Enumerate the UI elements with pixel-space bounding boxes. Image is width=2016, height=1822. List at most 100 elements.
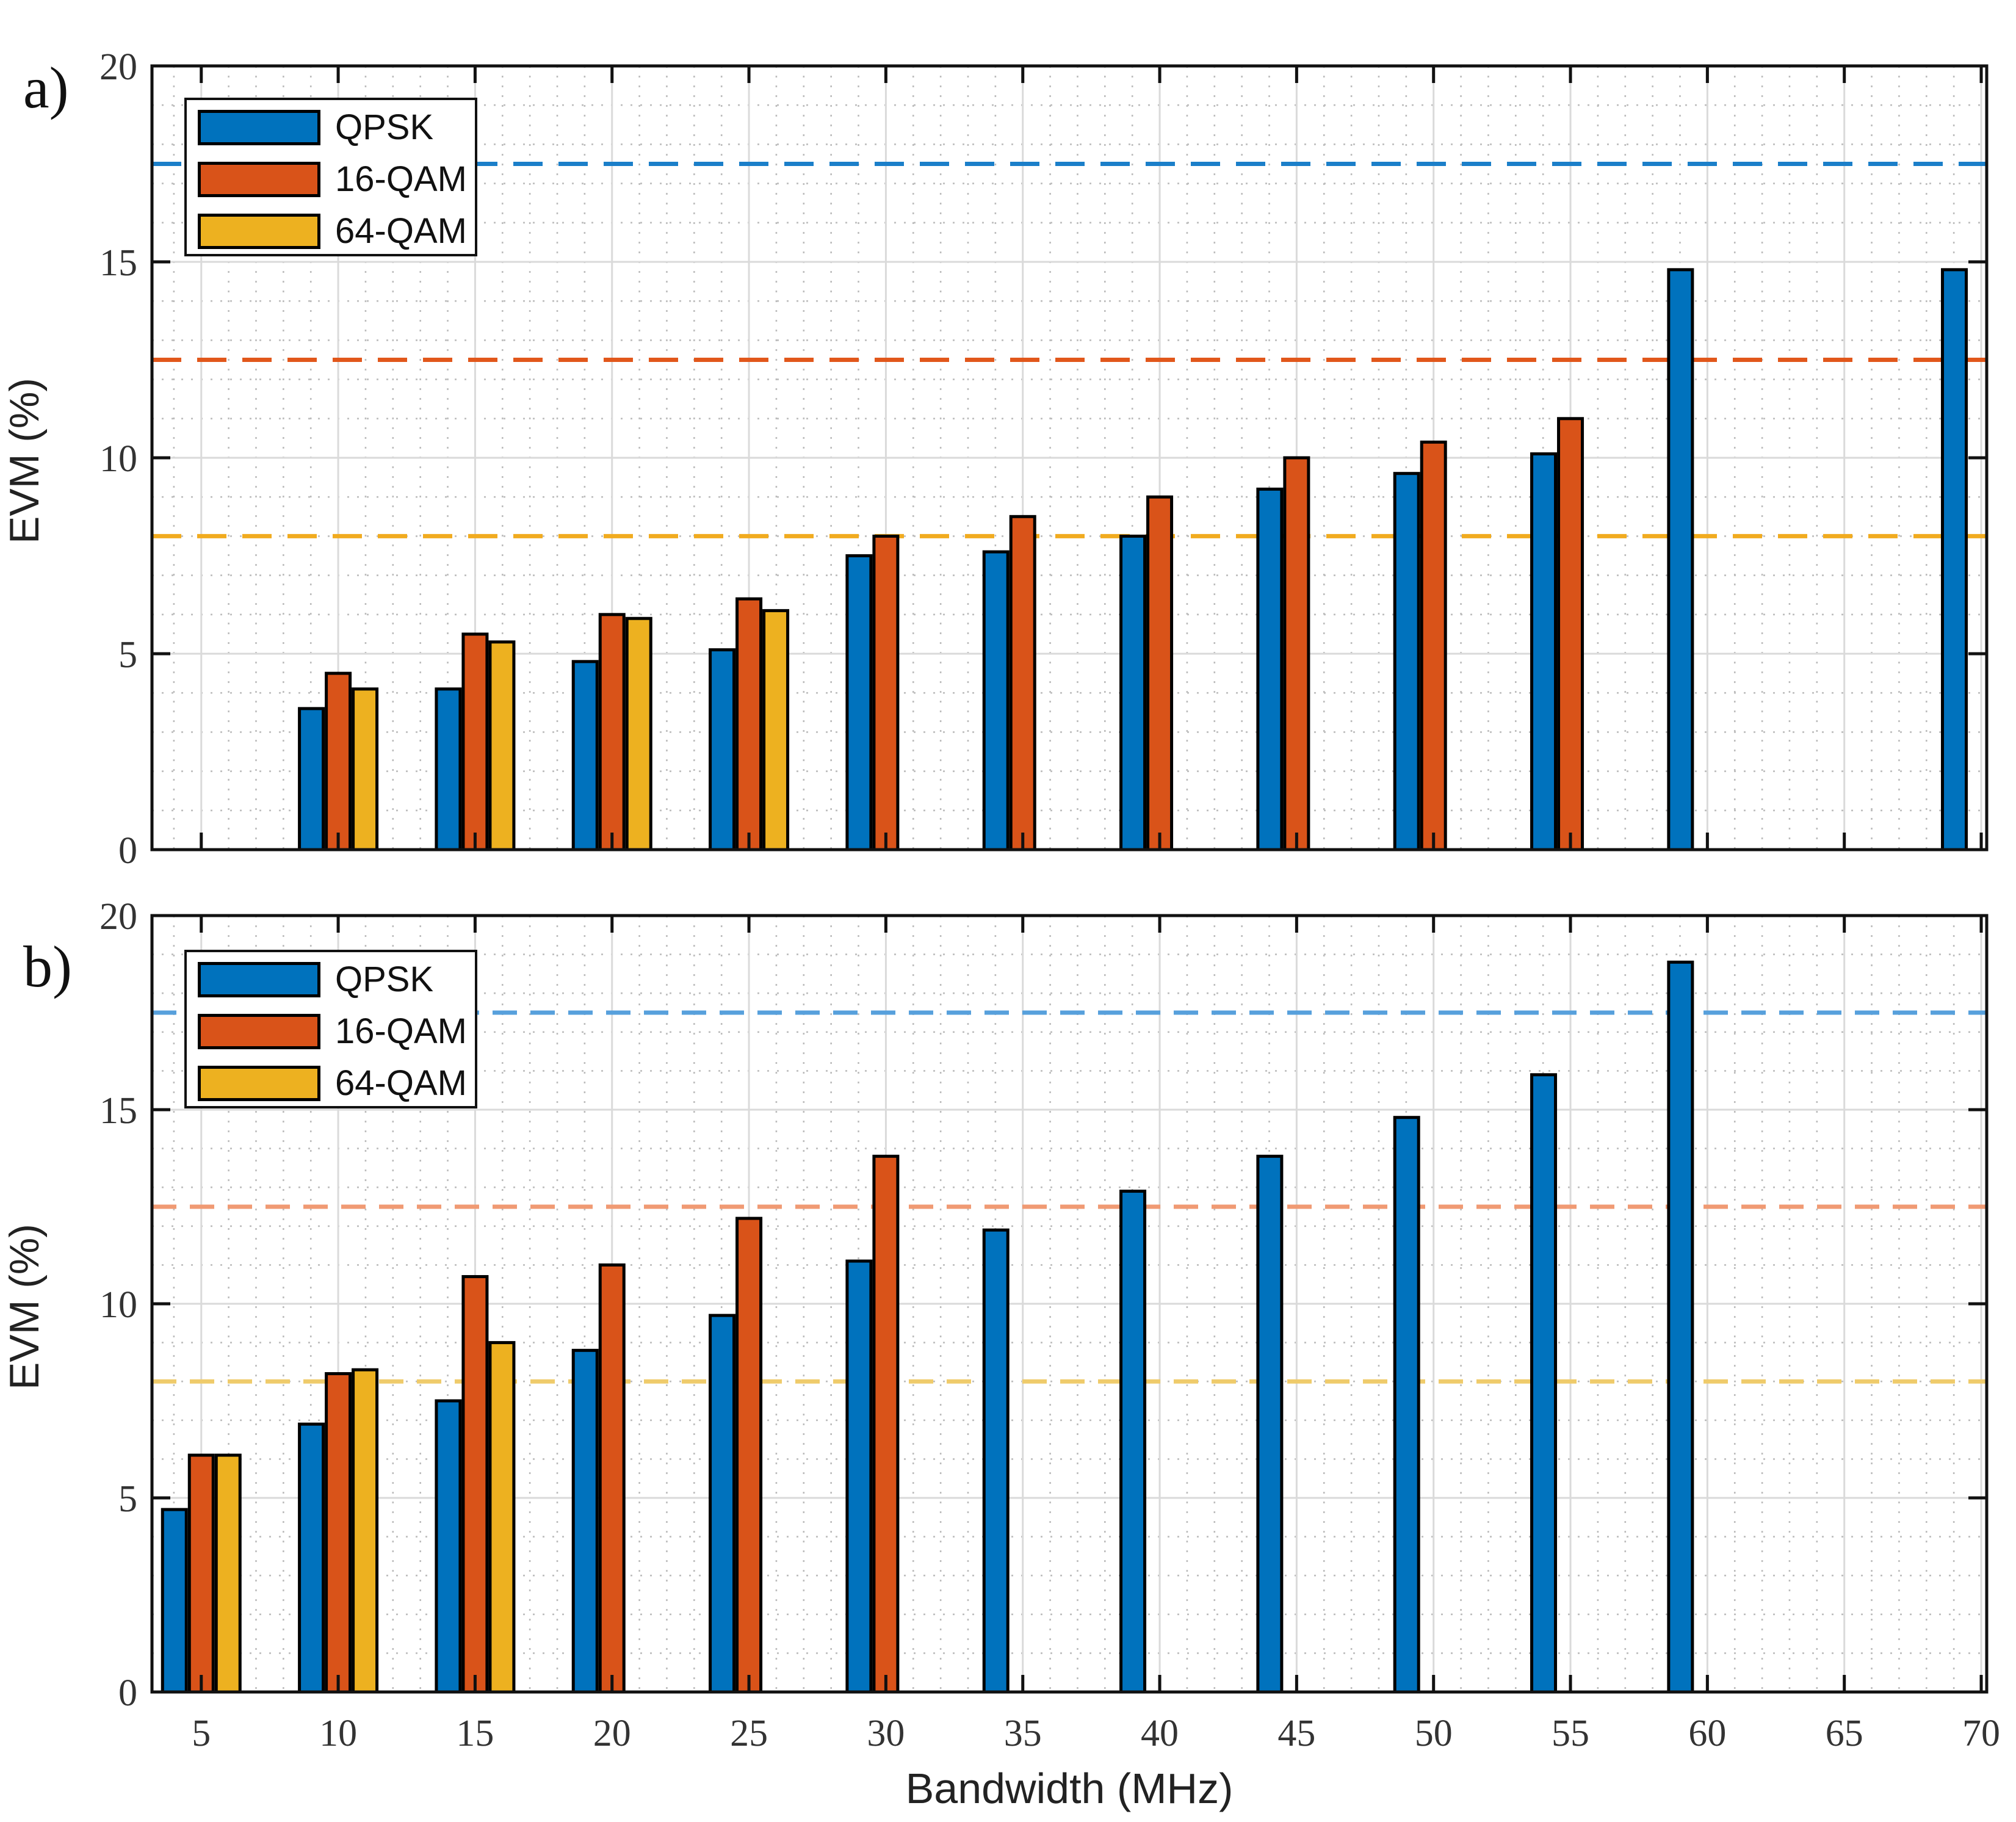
y-tick-label-10: 10: [99, 1284, 137, 1326]
legend-item-label: 16-QAM: [335, 159, 467, 199]
bar-64-qam-5mhz: [214, 1453, 242, 1694]
x-tick-label-30: 30: [867, 1713, 905, 1754]
x-tick-label-20: 20: [593, 1713, 631, 1754]
64qam-color-swatch: [198, 214, 320, 249]
bar-qpsk-40mhz: [1119, 1190, 1147, 1694]
bar-qpsk-40mhz: [1119, 534, 1147, 851]
x-tick-label-60: 60: [1688, 1713, 1726, 1754]
qpsk-color-swatch: [198, 110, 320, 145]
legend-item-64qam: 64-QAM: [198, 1066, 467, 1101]
x-tick-label-70: 70: [1962, 1713, 2000, 1754]
bar-qpsk-20mhz: [571, 660, 599, 851]
bar-64-qam-10mhz: [352, 687, 379, 851]
x-tick-label-55: 55: [1552, 1713, 1589, 1754]
bar-64-qam-15mhz: [488, 640, 516, 851]
legend-item-qpsk: QPSK: [198, 110, 433, 145]
bar-16-qam-25mhz: [735, 1216, 763, 1694]
bars: [298, 268, 1968, 851]
x-tick-label-50: 50: [1415, 1713, 1453, 1754]
panel-a-letter: a): [23, 55, 69, 120]
legend-item-qpsk: QPSK: [198, 962, 433, 997]
axis-ticks: [152, 64, 1987, 851]
x-tick-label-35: 35: [1004, 1713, 1042, 1754]
panel-b-letter: b): [23, 934, 72, 999]
bar-16-qam-55mhz: [1557, 417, 1584, 851]
bar-qpsk-45mhz: [1256, 1154, 1284, 1694]
x-tick-label-10: 10: [319, 1713, 357, 1754]
bar-16-qam-15mhz: [461, 632, 489, 851]
y-tick-label-5: 5: [118, 1478, 137, 1520]
qpsk-color-swatch: [198, 962, 320, 997]
bar-16-qam-20mhz: [598, 1263, 626, 1694]
bar-16-qam-10mhz: [325, 1372, 352, 1694]
bar-qpsk-25mhz: [709, 648, 736, 851]
axis-ticks: [152, 914, 1987, 1694]
bar-16-qam-30mhz: [872, 534, 900, 851]
bar-64-qam-15mhz: [488, 1341, 516, 1694]
bar-qpsk-25mhz: [709, 1314, 736, 1694]
bar-qpsk-50mhz: [1393, 1116, 1420, 1694]
y-tick-label-0: 0: [118, 830, 137, 872]
bar-qpsk-10mhz: [298, 707, 325, 851]
bar-16-qam-30mhz: [872, 1154, 900, 1694]
bar-qpsk-30mhz: [845, 554, 873, 851]
x-axis-label: Bandwidth (MHz): [905, 1765, 1234, 1812]
bar-16-qam-25mhz: [735, 597, 763, 851]
legend-item-label: 16-QAM: [335, 1011, 467, 1051]
bar-qpsk-35mhz: [982, 550, 1010, 851]
x-tick-label-15: 15: [456, 1713, 494, 1754]
bar-qpsk-70mhz: [1941, 268, 1968, 851]
bar-64-qam-10mhz: [352, 1368, 379, 1694]
bar-16-qam-5mhz: [187, 1453, 215, 1694]
y-tick-label-20: 20: [99, 46, 137, 88]
bar-qpsk-45mhz: [1256, 487, 1284, 851]
bar-qpsk-60mhz: [1667, 268, 1694, 851]
x-tick-label-40: 40: [1141, 1713, 1179, 1754]
bar-64-qam-20mhz: [625, 616, 652, 851]
y-tick-label-10: 10: [99, 438, 137, 480]
y-tick-label-0: 0: [118, 1672, 137, 1714]
x-tick-label-65: 65: [1826, 1713, 1863, 1754]
bar-qpsk-60mhz: [1667, 960, 1694, 1694]
legend-panel-b: QPSK 16-QAM 64-QAM: [184, 950, 477, 1108]
y-axis-label-a: EVM (%): [1, 378, 48, 544]
legend-item-16qam: 16-QAM: [198, 1014, 467, 1049]
x-tick-label-5: 5: [192, 1713, 211, 1754]
bar-64-qam-25mhz: [762, 609, 790, 851]
panel-a: 0 5 10 15 20: [99, 46, 1989, 872]
x-tick-label-25: 25: [730, 1713, 768, 1754]
bar-16-qam-45mhz: [1283, 456, 1310, 851]
legend-panel-a: QPSK 16-QAM 64-QAM: [184, 98, 477, 256]
y-tick-label-20: 20: [99, 896, 137, 938]
bar-qpsk-50mhz: [1393, 472, 1420, 851]
bar-qpsk-5mhz: [161, 1508, 188, 1694]
bar-16-qam-50mhz: [1420, 440, 1447, 851]
legend-item-label: QPSK: [335, 960, 434, 999]
bar-qpsk-20mhz: [571, 1348, 599, 1694]
bar-16-qam-20mhz: [598, 613, 626, 851]
bar-qpsk-30mhz: [845, 1259, 873, 1694]
bar-qpsk-55mhz: [1530, 1073, 1558, 1694]
bar-qpsk-35mhz: [982, 1228, 1010, 1694]
legend-item-64qam: 64-QAM: [198, 214, 467, 249]
16qam-color-swatch: [198, 1014, 320, 1049]
bar-qpsk-15mhz: [435, 687, 462, 851]
64qam-color-swatch: [198, 1066, 320, 1101]
y-tick-label-15: 15: [99, 242, 137, 284]
bar-16-qam-40mhz: [1146, 495, 1174, 851]
y-tick-label-15: 15: [99, 1090, 137, 1132]
bar-16-qam-10mhz: [325, 671, 352, 851]
bar-16-qam-35mhz: [1009, 515, 1036, 851]
16qam-color-swatch: [198, 162, 320, 197]
x-tick-label-45: 45: [1277, 1713, 1315, 1754]
y-axis-label-b: EVM (%): [1, 1224, 48, 1390]
bars: [161, 960, 1694, 1694]
bar-qpsk-55mhz: [1530, 452, 1558, 851]
legend-item-label: 64-QAM: [335, 211, 467, 251]
legend-item-label: QPSK: [335, 107, 434, 147]
bar-16-qam-15mhz: [461, 1274, 489, 1694]
legend-item-label: 64-QAM: [335, 1063, 467, 1103]
y-tick-label-5: 5: [118, 634, 137, 676]
